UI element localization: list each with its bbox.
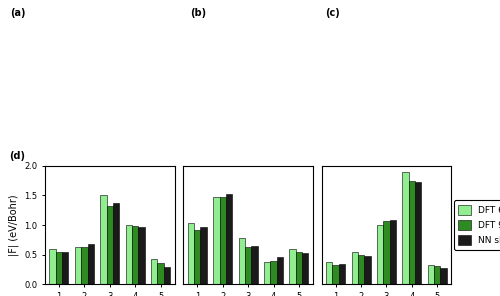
Bar [132, 226, 138, 284]
Bar [364, 256, 370, 284]
Bar [200, 227, 207, 284]
Bar [390, 220, 396, 284]
Bar [296, 252, 302, 284]
Text: (c): (c) [325, 8, 340, 18]
Bar [158, 263, 164, 284]
Text: (a): (a) [10, 8, 26, 18]
Bar [326, 262, 332, 284]
Legend: DFT 6 Å, DFT 9 Å, NN slab: DFT 6 Å, DFT 9 Å, NN slab [454, 200, 500, 250]
Bar [332, 265, 339, 284]
Bar [50, 249, 56, 284]
Bar [113, 202, 119, 284]
Bar [290, 249, 296, 284]
Text: (d): (d) [8, 151, 24, 161]
Y-axis label: |F| (eV/Bohr): |F| (eV/Bohr) [8, 194, 18, 256]
Bar [252, 246, 258, 284]
Bar [75, 247, 81, 284]
Bar [434, 266, 440, 284]
Bar [270, 260, 276, 284]
Bar [384, 221, 390, 284]
Bar [352, 252, 358, 284]
Bar [226, 194, 232, 284]
Bar [238, 238, 245, 284]
Bar [106, 205, 113, 284]
Bar [138, 227, 144, 284]
Bar [264, 262, 270, 284]
Bar [377, 225, 384, 284]
Text: (b): (b) [190, 8, 206, 18]
Bar [220, 197, 226, 284]
Bar [151, 259, 158, 284]
Bar [408, 181, 415, 284]
Bar [164, 267, 170, 284]
Bar [188, 223, 194, 284]
Bar [62, 252, 68, 284]
Bar [213, 197, 220, 284]
Bar [100, 195, 106, 284]
Bar [276, 257, 283, 284]
Bar [358, 255, 364, 284]
Bar [402, 172, 408, 284]
Bar [194, 230, 200, 284]
Bar [428, 265, 434, 284]
Bar [415, 182, 422, 284]
Bar [440, 268, 447, 284]
Bar [126, 225, 132, 284]
Bar [245, 247, 252, 284]
Bar [81, 247, 87, 284]
Bar [56, 252, 62, 284]
Bar [339, 264, 345, 284]
Bar [302, 253, 308, 284]
Bar [88, 244, 94, 284]
